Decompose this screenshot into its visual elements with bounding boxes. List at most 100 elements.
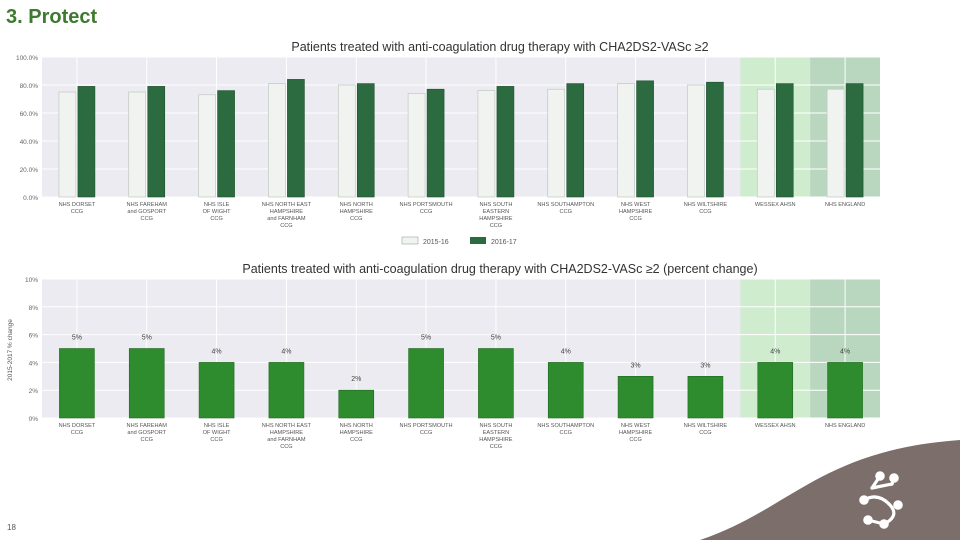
bar-2016-17	[356, 83, 375, 198]
bar-2016-17	[845, 83, 864, 198]
chart-1-x-tick-label: NHS ISLE	[204, 202, 230, 208]
bar-2015-16	[58, 91, 77, 198]
chart-1-x-tick-label: CCG	[629, 216, 641, 222]
bar-percent-change	[59, 348, 95, 419]
bar-percent-change	[198, 362, 235, 419]
chart-2-y-tick-label: 8%	[29, 305, 39, 312]
chart-2-x-tick-label: NHS DORSET	[59, 423, 96, 429]
legend-label-2016-17: 2016-17	[491, 239, 517, 246]
chart-2-x-tick-label: NHS NORTH	[340, 423, 373, 429]
chart-2-x-tick-label: HAMPSHIRE	[479, 437, 513, 443]
chart-1-x-tick-label: NHS WEST	[621, 202, 651, 208]
logo-node	[889, 473, 899, 483]
chart-1-x-tick-label: NHS SOUTH	[479, 202, 512, 208]
chart-2-x-tick-label: CCG	[350, 437, 362, 443]
chart-1-y-tick-label: 100.0%	[16, 55, 38, 62]
chart-1-x-tick-label: CCG	[490, 223, 502, 229]
chart-2-x-tick-label: NHS FAREHAM	[127, 423, 168, 429]
chart-1-y-tick-label: 20.0%	[20, 167, 39, 174]
bar-2015-16	[617, 83, 635, 198]
bar-2015-16	[477, 90, 496, 198]
bar-2016-17	[426, 88, 445, 198]
chart-1-x-tick-label: NHS PORTSMOUTH	[400, 202, 453, 208]
chart-1-x-tick-label: NHS SOUTHAMPTON	[537, 202, 594, 208]
chart-1-x-tick-label: CCG	[560, 209, 572, 215]
chart-1-x-tick-label: CCG	[141, 216, 153, 222]
chart-1-x-tick-label: and FARNHAM	[267, 216, 306, 222]
slide-title: 3. Protect	[6, 6, 98, 28]
data-label-percent-change: 5%	[142, 335, 152, 342]
chart-1-x-tick-label: CCG	[699, 209, 711, 215]
logo-node	[863, 515, 873, 525]
chart-1-x-tick-label: NHS DORSET	[59, 202, 96, 208]
chart-2-y-tick-label: 0%	[29, 416, 39, 423]
chart-1-x-tick-label: OF WIGHT	[203, 209, 232, 215]
bar-percent-change	[338, 389, 375, 419]
data-label-percent-change: 5%	[491, 335, 501, 342]
chart-2-x-tick-label: WESSEX AHSN	[755, 423, 796, 429]
data-label-percent-change: 5%	[72, 335, 82, 342]
chart-2-x-tick-label: NHS SOUTHAMPTON	[537, 423, 594, 429]
bar-percent-change	[547, 362, 584, 419]
chart-2-x-tick-label: NHS WEST	[621, 423, 651, 429]
logo-node	[875, 471, 885, 481]
bar-percent-change	[827, 362, 863, 419]
chart-2-x-tick-label: CCG	[210, 437, 222, 443]
chart-2-x-tick-label: HAMPSHIRE	[340, 430, 374, 436]
chart-1-x-tick-label: CCG	[210, 216, 222, 222]
data-label-percent-change: 4%	[212, 348, 222, 355]
chart-2-x-tick-label: NHS WILTSHIRE	[684, 423, 728, 429]
legend-label-2015-16: 2015-16	[423, 239, 449, 246]
bar-percent-change	[617, 375, 654, 419]
chart-2-y-tick-label: 2%	[29, 388, 39, 395]
bar-2015-16	[128, 91, 147, 198]
bar-2015-16	[687, 84, 705, 198]
chart-2-y-tick-label: 10%	[25, 277, 38, 284]
bar-percent-change	[408, 348, 444, 419]
bar-percent-change	[268, 362, 305, 419]
chart-1-x-tick-label: and GOSPORT	[127, 209, 166, 215]
data-label-percent-change: 3%	[631, 362, 641, 369]
chart-2-x-tick-label: NHS SOUTH	[479, 423, 512, 429]
bar-2016-17	[636, 80, 654, 198]
chart-1-x-tick-label: HAMPSHIRE	[340, 209, 374, 215]
chart-2-x-tick-label: CCG	[699, 430, 711, 436]
chart-2-x-tick-label: HAMPSHIRE	[270, 430, 304, 436]
bar-2015-16	[198, 94, 216, 198]
bar-2016-17	[706, 81, 724, 198]
bar-2016-17	[147, 86, 166, 198]
data-label-percent-change: 4%	[281, 348, 291, 355]
chart-1-title: Patients treated with anti-coagulation d…	[291, 40, 709, 54]
chart-2-x-tick-label: NHS ENGLAND	[825, 423, 865, 429]
legend-swatch-2015-16	[401, 236, 419, 245]
chart-2-y-tick-label: 6%	[29, 333, 39, 340]
chart-2-x-tick-label: CCG	[141, 437, 153, 443]
chart-2-x-tick-label: CCG	[420, 430, 432, 436]
chart-1-x-tick-label: NHS WILTSHIRE	[684, 202, 728, 208]
logo-node	[859, 495, 869, 505]
chart-1-x-tick-label: HAMPSHIRE	[619, 209, 653, 215]
chart-1-y-tick-label: 80.0%	[20, 83, 39, 90]
chart-2-x-tick-label: CCG	[490, 444, 502, 450]
chart-2-x-tick-label: CCG	[560, 430, 572, 436]
chart-1-x-tick-label: HAMPSHIRE	[479, 216, 513, 222]
bar-2015-16	[268, 83, 286, 198]
data-label-percent-change: 4%	[770, 348, 780, 355]
data-label-percent-change: 3%	[700, 362, 710, 369]
chart-1-x-tick-label: NHS FAREHAM	[127, 202, 168, 208]
chart-1-y-tick-label: 60.0%	[20, 111, 39, 118]
chart-1-x-tick-label: CCG	[350, 216, 362, 222]
chart-1-y-tick-label: 40.0%	[20, 139, 39, 146]
chart-2-x-tick-label: NHS ISLE	[204, 423, 230, 429]
chart-1-x-tick-label: EASTERN	[483, 209, 509, 215]
bar-2015-16	[826, 88, 845, 198]
bar-2015-16	[547, 88, 566, 198]
chart-1-x-tick-label: NHS ENGLAND	[825, 202, 865, 208]
chart-1-y-tick-label: 0.0%	[23, 195, 38, 202]
chart-2-x-tick-label: CCG	[629, 437, 641, 443]
data-label-percent-change: 4%	[840, 348, 850, 355]
chart-2-x-tick-label: NHS PORTSMOUTH	[400, 423, 453, 429]
chart-1-x-tick-label: WESSEX AHSN	[755, 202, 796, 208]
bar-2016-17	[566, 83, 585, 198]
